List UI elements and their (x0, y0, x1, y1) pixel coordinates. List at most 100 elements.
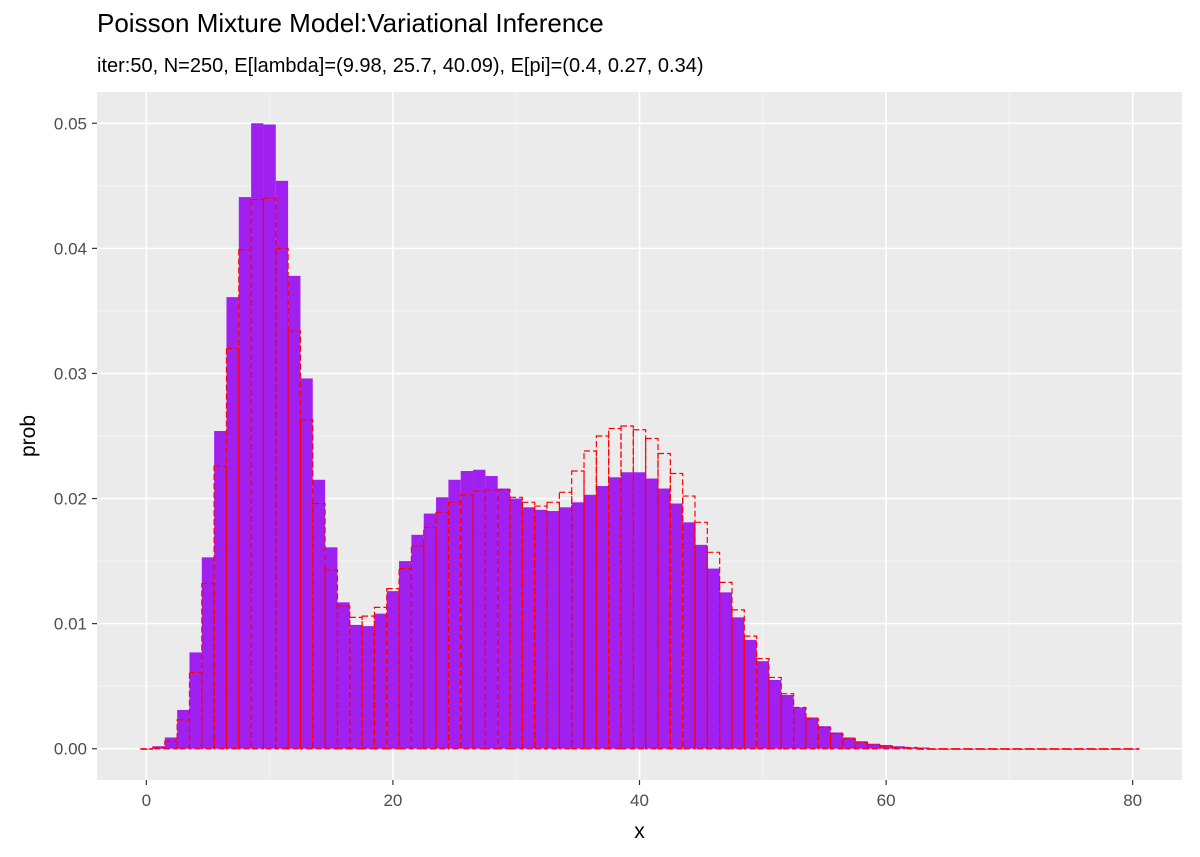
y-axis-title: prob (17, 415, 40, 457)
true-distribution-bar (423, 526, 437, 750)
true-distribution-bar (891, 746, 906, 750)
true-distribution-bar (768, 676, 782, 750)
estimated-bar (596, 486, 609, 749)
true-distribution-bar (1002, 748, 1017, 750)
estimated-bar (707, 568, 720, 749)
x-axis-title: x (634, 820, 645, 843)
estimated-bar (744, 639, 757, 749)
estimated-bar (164, 737, 178, 749)
estimated-bar (694, 544, 708, 749)
y-tick-label: 0.01 (54, 615, 87, 634)
x-tick-label: 0 (142, 791, 151, 810)
chart-title: Poisson Mixture Model:Variational Infere… (97, 8, 604, 38)
estimated-bar (411, 534, 424, 749)
true-distribution-bar (275, 247, 289, 750)
true-distribution-bar (312, 502, 326, 750)
y-tick-label: 0.02 (54, 490, 87, 509)
estimated-bar (768, 679, 782, 749)
estimated-bar (879, 744, 893, 749)
estimated-bar (473, 469, 486, 749)
estimated-bar (349, 624, 363, 749)
true-distribution-bar (953, 748, 967, 750)
estimated-bar (584, 494, 597, 749)
true-distribution-bar (1088, 748, 1103, 750)
estimated-bar (300, 378, 313, 749)
estimated-bar (534, 509, 548, 749)
estimated-bar (657, 488, 671, 749)
estimated-bar (362, 626, 375, 749)
estimated-bar (645, 478, 658, 749)
estimated-bar (510, 498, 523, 749)
estimated-bar (436, 497, 449, 749)
true-distribution-bar (928, 748, 943, 750)
estimated-bar (867, 743, 880, 749)
estimated-bar (892, 746, 905, 749)
x-tick-label: 80 (1123, 791, 1142, 810)
true-distribution-bar (694, 521, 708, 750)
y-tick-label: 0.04 (54, 239, 87, 258)
estimated-bar (756, 661, 769, 749)
estimated-bar (448, 479, 461, 749)
y-tick-label: 0.00 (54, 740, 87, 759)
estimated-bar (670, 503, 683, 749)
estimated-bar (621, 472, 634, 749)
estimated-bar (312, 479, 326, 749)
true-distribution-bar (571, 470, 585, 750)
true-distribution-bar (250, 198, 265, 750)
true-distribution-bar (558, 491, 573, 750)
estimated-bar (386, 591, 400, 749)
estimated-bar (226, 297, 239, 749)
true-distribution-bar (546, 501, 560, 750)
true-distribution-bar (1076, 748, 1091, 750)
true-distribution-bar (349, 616, 363, 750)
true-distribution-bar (632, 429, 647, 750)
y-tick-label: 0.05 (54, 114, 87, 133)
true-distribution-bar (830, 733, 844, 750)
true-distribution-bar (262, 197, 277, 750)
estimated-bar (238, 197, 252, 749)
estimated-bar (423, 513, 437, 749)
estimated-bar (855, 741, 868, 749)
estimated-bar (793, 707, 806, 749)
estimated-bar (374, 613, 387, 749)
true-distribution-bar (583, 450, 597, 750)
estimated-bar (916, 747, 930, 749)
x-tick-label: 60 (877, 791, 896, 810)
true-distribution-bar (805, 718, 819, 750)
estimated-bar (399, 561, 412, 749)
estimated-bar (571, 502, 585, 749)
estimated-bar (805, 717, 819, 749)
estimated-bar (485, 476, 498, 749)
true-distribution-bar (1014, 748, 1029, 750)
true-distribution-bar (645, 437, 659, 750)
true-distribution-bar (965, 748, 980, 750)
estimated-bar (214, 430, 227, 749)
estimated-bar (325, 547, 338, 749)
estimated-bar (608, 477, 622, 749)
estimated-bar (842, 737, 856, 749)
estimated-bar (497, 488, 511, 749)
true-distribution-bar (977, 748, 992, 750)
true-distribution-bar (731, 609, 745, 750)
estimated-bar (522, 507, 535, 749)
true-distribution-bar (1125, 748, 1140, 750)
estimated-bar (288, 275, 301, 749)
estimated-bar (201, 557, 215, 749)
true-distribution-bar (842, 738, 856, 750)
estimated-bar (337, 602, 350, 749)
true-distribution-bar (534, 505, 548, 750)
true-distribution-bar (682, 495, 696, 750)
true-distribution-bar (1039, 748, 1054, 750)
estimated-bar (719, 592, 732, 749)
chart-subtitle: iter:50, N=250, E[lambda]=(9.98, 25.7, 4… (97, 55, 704, 77)
estimated-bar (682, 522, 695, 749)
true-distribution-bar (1113, 748, 1128, 750)
true-distribution-bar (213, 465, 228, 750)
estimated-bar (189, 652, 202, 749)
true-distribution-bar (1101, 748, 1115, 750)
true-distribution-bar (139, 748, 154, 750)
estimated-bar (818, 726, 831, 749)
true-distribution-bar (990, 748, 1004, 750)
